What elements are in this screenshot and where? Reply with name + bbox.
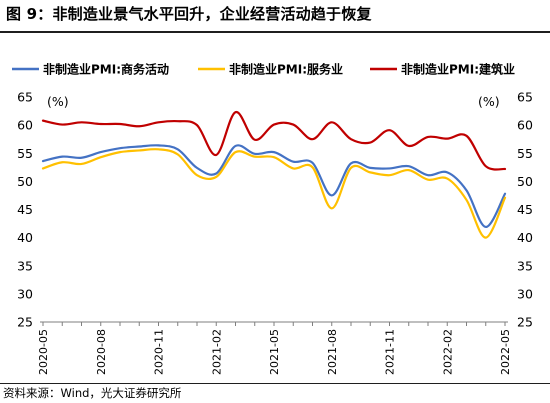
y-tick-label-left: 65 <box>17 90 33 105</box>
y-tick-label-right: 55 <box>517 146 533 161</box>
y-tick-label-left: 30 <box>17 286 33 301</box>
legend-label: 非制造业PMI:商务活动 <box>43 62 169 77</box>
y-tick-label-right: 60 <box>517 118 533 133</box>
x-tick-label: 2021-02 <box>210 329 223 375</box>
y-axis-unit-right: (%) <box>478 94 500 109</box>
x-tick-label: 2021-08 <box>326 329 339 375</box>
y-tick-label-right: 30 <box>517 286 533 301</box>
x-tick-label: 2022-02 <box>441 329 454 375</box>
series-line <box>41 144 507 229</box>
x-tick-label: 2020-11 <box>153 329 166 375</box>
x-tick-label: 2020-05 <box>37 329 50 375</box>
y-tick-label-right: 45 <box>517 202 533 217</box>
plot-series <box>41 111 507 239</box>
x-tick-label: 2022-05 <box>499 329 512 375</box>
y-tick-label-right: 65 <box>517 90 533 105</box>
title-divider <box>0 31 550 33</box>
page-title: 图 9：非制造业景气水平回升，企业经营活动趋于恢复 <box>6 5 372 23</box>
y-tick-label-left: 35 <box>17 258 33 273</box>
y-tick-label-left: 45 <box>17 202 33 217</box>
y-tick-label-left: 55 <box>17 146 33 161</box>
y-axis-right: 25 30 35 40 45 50 55 60 65 <box>517 90 533 330</box>
line-chart: 非制造业PMI:商务活动 非制造业PMI:服务业 非制造业PMI:建筑业 (%) (… <box>12 62 533 375</box>
series-line <box>41 111 507 171</box>
y-axis-unit-left: (%) <box>47 94 69 109</box>
x-axis: 2020-05 2020-08 2020-11 2021-02 2021-05 2021-… <box>37 321 512 375</box>
x-tick-label: 2020-08 <box>95 329 108 375</box>
y-tick-label-left: 50 <box>17 174 33 189</box>
y-axis-left: 25 30 35 40 45 50 55 60 65 <box>17 90 33 330</box>
y-tick-label-right: 25 <box>517 315 533 330</box>
y-tick-label-left: 40 <box>17 230 33 245</box>
footer-divider <box>0 383 550 384</box>
y-tick-label-right: 50 <box>517 174 533 189</box>
series-line <box>41 148 507 239</box>
y-tick-label-right: 35 <box>517 258 533 273</box>
legend-label: 非制造业PMI:建筑业 <box>401 62 515 77</box>
source-note: 资料来源：Wind，光大证券研究所 <box>3 386 182 400</box>
y-tick-label-left: 60 <box>17 118 33 133</box>
y-tick-label-right: 40 <box>517 230 533 245</box>
legend-label: 非制造业PMI:服务业 <box>229 62 343 77</box>
chart-legend: 非制造业PMI:商务活动 非制造业PMI:服务业 非制造业PMI:建筑业 <box>12 62 515 77</box>
y-tick-label-left: 25 <box>17 315 33 330</box>
x-tick-label: 2021-11 <box>384 329 397 375</box>
x-tick-label: 2021-05 <box>268 329 281 375</box>
